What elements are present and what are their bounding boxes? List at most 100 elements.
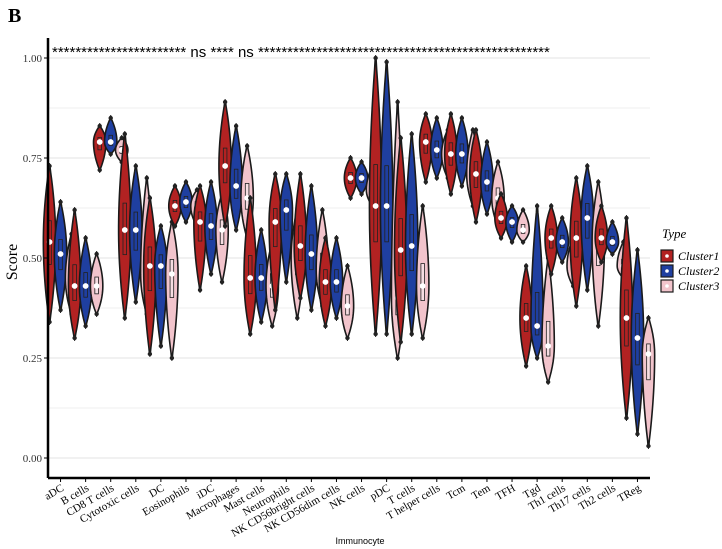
violin-box: [545, 320, 551, 357]
median-point: [408, 243, 415, 249]
violin-box: [248, 255, 253, 295]
outlier-point: [434, 175, 439, 181]
y-tick-label: 0.75: [23, 153, 43, 165]
x-tick-label: Eosinophils: [140, 482, 191, 518]
outlier-point: [108, 115, 113, 121]
outlier-point: [323, 323, 328, 329]
median-point: [584, 215, 591, 221]
x-tick-label: Tem: [470, 482, 493, 502]
outlier-point: [646, 443, 651, 449]
median-point: [458, 151, 465, 157]
outlier-point: [273, 171, 278, 177]
legend-swatch-dot: [665, 254, 669, 258]
outlier-point: [635, 247, 640, 253]
outlier-point: [484, 211, 490, 217]
outlier-point: [259, 227, 264, 233]
outlier-point: [320, 207, 325, 213]
outlier-point: [610, 251, 615, 257]
violin-cluster3: [541, 257, 556, 383]
outlier-point: [596, 323, 601, 329]
median-point: [197, 219, 203, 225]
violin-box: [197, 211, 203, 242]
legend-label-cluster1: Cluster1: [678, 249, 719, 263]
outlier-point: [270, 323, 275, 329]
outlier-point: [158, 343, 164, 349]
median-point: [545, 343, 552, 349]
outlier-point: [119, 135, 124, 141]
outlier-point: [284, 171, 289, 177]
outlier-point: [498, 191, 504, 197]
outlier-point: [169, 355, 175, 361]
outlier-point: [409, 131, 414, 137]
outlier-point: [147, 195, 153, 201]
median-point: [93, 283, 100, 289]
outlier-point: [545, 379, 551, 385]
outlier-point: [72, 207, 77, 213]
outlier-point: [484, 139, 490, 145]
outlier-point: [122, 315, 127, 321]
median-point: [573, 235, 580, 241]
outlier-point: [197, 183, 203, 189]
outlier-point: [133, 163, 138, 169]
outlier-point: [172, 223, 178, 229]
outlier-point: [373, 331, 378, 337]
median-point: [433, 147, 440, 153]
median-point: [422, 139, 429, 145]
outlier-point: [509, 239, 515, 245]
outlier-point: [473, 127, 479, 133]
outlier-point: [334, 235, 339, 241]
median-point: [96, 139, 103, 145]
outlier-point: [298, 295, 303, 301]
median-point: [208, 223, 214, 229]
median-point: [484, 179, 490, 185]
outlier-point: [409, 331, 414, 337]
outlier-point: [473, 219, 479, 225]
outlier-point: [520, 207, 526, 213]
median-point: [372, 203, 379, 209]
outlier-point: [596, 179, 601, 185]
outlier-point: [646, 315, 651, 321]
outlier-point: [334, 315, 339, 321]
outlier-point: [434, 115, 439, 121]
y-tick-label: 0.25: [23, 353, 43, 365]
outlier-point: [523, 263, 529, 269]
outlier-point: [244, 143, 250, 149]
median-point: [146, 263, 153, 269]
violin-box: [420, 263, 425, 301]
outlier-point: [108, 151, 113, 157]
median-point: [247, 275, 254, 281]
outlier-point: [295, 315, 300, 321]
median-point: [82, 283, 89, 289]
outlier-point: [259, 319, 264, 325]
outlier-point: [599, 203, 604, 209]
outlier-point: [144, 175, 149, 181]
outlier-point: [359, 159, 364, 165]
outlier-point: [219, 279, 225, 285]
median-point: [172, 203, 178, 209]
outlier-point: [359, 191, 364, 197]
outlier-point: [97, 123, 102, 129]
median-point: [233, 183, 240, 189]
outlier-point: [498, 235, 504, 241]
violin-cluster3: [641, 317, 656, 447]
outlier-point: [420, 335, 425, 341]
violin-box: [158, 254, 164, 289]
x-tick-label: Tcm: [445, 482, 468, 502]
outlier-point: [423, 179, 428, 185]
violin-box: [646, 343, 651, 381]
median-point: [634, 335, 641, 341]
outlier-point: [94, 251, 99, 257]
median-point: [344, 303, 351, 309]
outlier-point: [574, 175, 579, 181]
median-point: [397, 247, 404, 253]
outlier-point: [398, 339, 403, 345]
outlier-point: [58, 199, 63, 205]
outlier-point: [273, 307, 278, 313]
median-point: [333, 279, 340, 285]
outlier-point: [222, 223, 228, 229]
y-axis-label: Score: [4, 244, 21, 280]
outlier-point: [172, 183, 178, 189]
violin-box: [72, 264, 77, 301]
outlier-point: [94, 311, 99, 317]
